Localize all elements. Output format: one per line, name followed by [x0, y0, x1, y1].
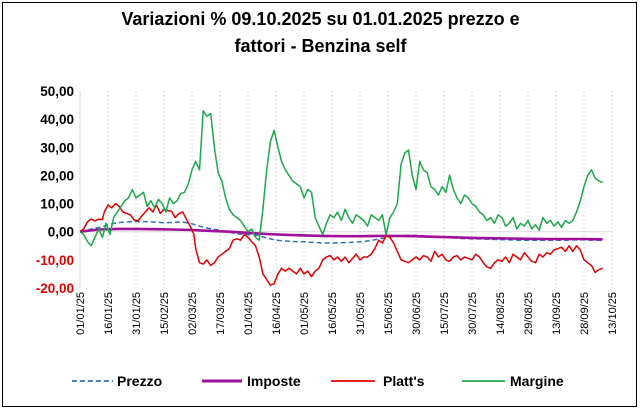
- legend-label-platts: Platt's: [383, 373, 425, 389]
- y-axis-tick-labels: 50,00 40,00 30,00 20,00 10,00 0,00 -10,00 -20,0…: [36, 84, 74, 296]
- x-tick-label: 17/03/25: [215, 292, 227, 335]
- y-tick-label: -10,00: [36, 253, 74, 268]
- x-tick-label: 14/08/25: [495, 292, 507, 335]
- y-tick-label: 40,00: [40, 112, 74, 127]
- x-axis-tick-labels: 01/01/25 16/01/25 31/01/25 15/02/25 02/03/25…: [75, 292, 619, 335]
- grid-lines: [79, 91, 613, 288]
- y-tick-label: 30,00: [40, 140, 74, 155]
- x-tick-label: 01/04/25: [243, 292, 255, 335]
- x-tick-label: 13/10/25: [607, 292, 619, 335]
- series-lines: [79, 109, 603, 286]
- legend-label-imposte: Imposte: [247, 373, 301, 389]
- chart-title: Variazioni % 09.10.2025 su 01.01.2025 pr…: [0, 6, 641, 60]
- y-tick-label: 20,00: [40, 168, 74, 183]
- x-tick-label: 15/02/25: [159, 292, 171, 335]
- x-tick-label: 02/03/25: [187, 292, 199, 335]
- series-line-platts: [79, 202, 603, 286]
- x-tick-label: 01/01/25: [75, 292, 87, 335]
- x-tick-label: 30/06/25: [411, 292, 423, 335]
- x-tick-label: 16/01/25: [103, 292, 115, 335]
- axes: [79, 91, 612, 288]
- x-tick-label: 30/07/25: [467, 292, 479, 335]
- series-line-prezzo: [79, 220, 603, 244]
- series-line-margine: [79, 109, 603, 247]
- x-tick-label: 29/08/25: [523, 292, 535, 335]
- x-tick-label: 16/05/25: [327, 292, 339, 335]
- chart-title-line-2: fattori - Benzina self: [234, 36, 407, 56]
- x-tick-label: 15/07/25: [439, 292, 451, 335]
- chart-title-line-1: Variazioni % 09.10.2025 su 01.01.2025 pr…: [121, 9, 520, 29]
- y-tick-label: 50,00: [40, 84, 74, 99]
- legend-label-margine: Margine: [510, 373, 564, 389]
- x-tick-label: 13/09/25: [551, 292, 563, 335]
- y-tick-label: 10,00: [40, 197, 74, 212]
- series-line-imposte: [79, 227, 603, 241]
- legend: Prezzo Imposte Platt's Margine: [72, 373, 564, 389]
- y-tick-label: 0,00: [48, 225, 74, 240]
- x-tick-label: 15/06/25: [383, 292, 395, 335]
- x-tick-label: 01/05/25: [299, 292, 311, 335]
- y-tick-label: -20,00: [36, 281, 74, 296]
- x-tick-label: 28/09/25: [579, 292, 591, 335]
- x-tick-label: 31/01/25: [131, 292, 143, 335]
- x-tick-label: 16/04/25: [271, 292, 283, 335]
- legend-label-prezzo: Prezzo: [117, 373, 162, 389]
- x-tick-label: 31/05/25: [355, 292, 367, 335]
